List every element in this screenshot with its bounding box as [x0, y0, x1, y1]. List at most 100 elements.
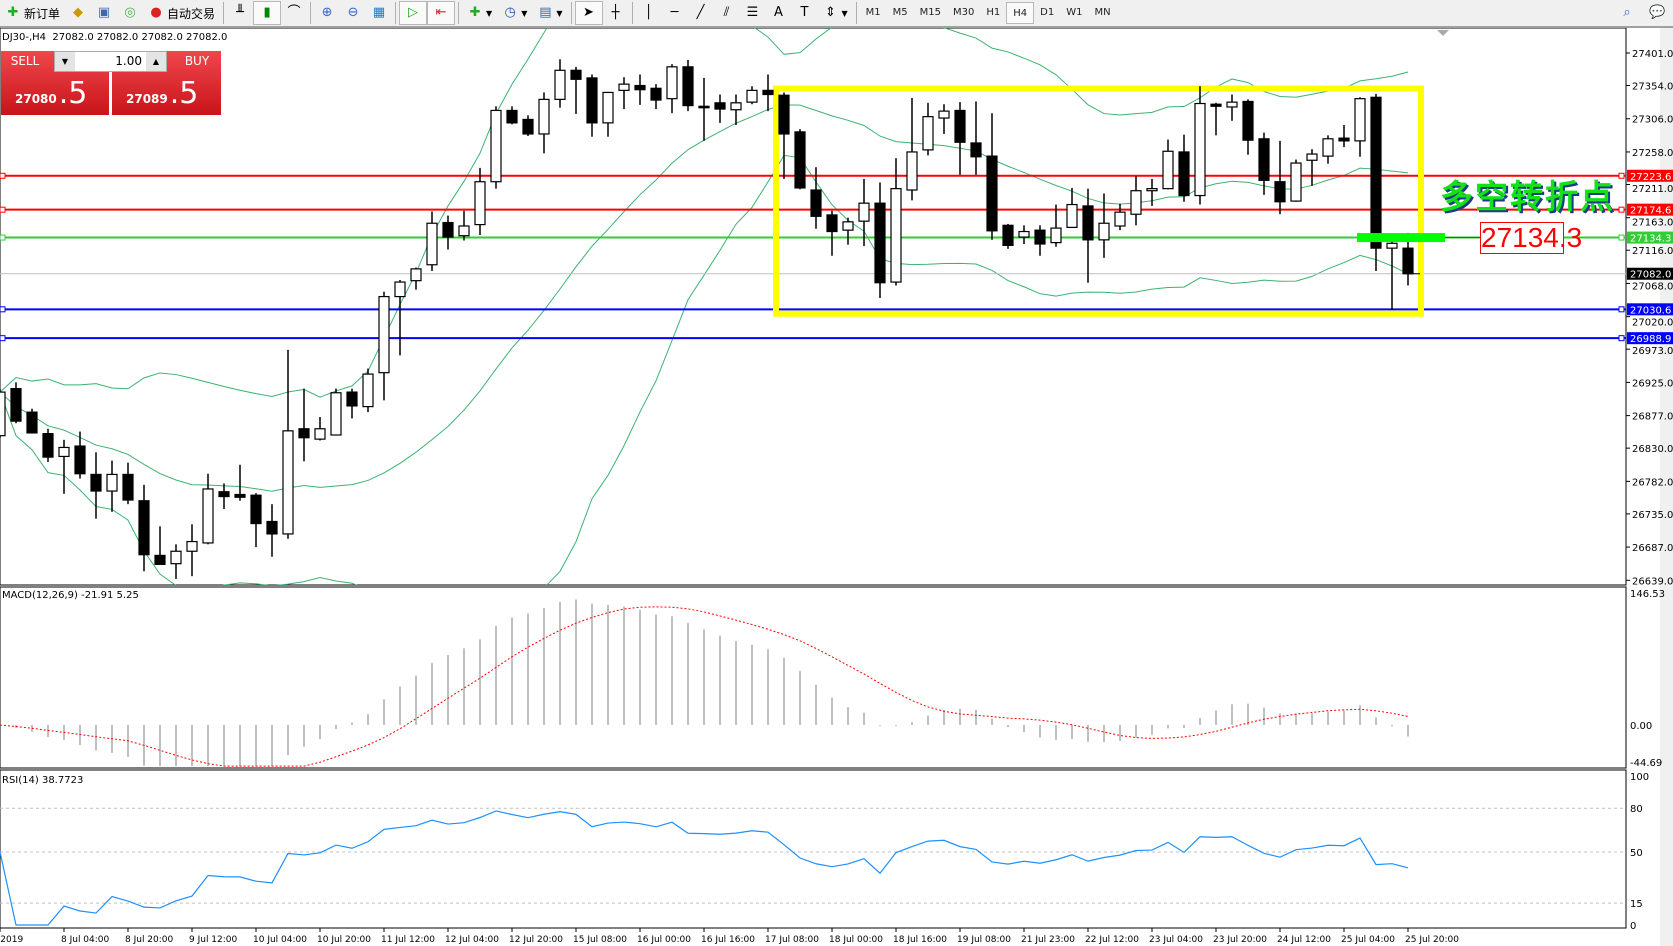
- indicators-button[interactable]: ✚ ▼: [462, 1, 497, 25]
- candle-body: [746, 89, 758, 103]
- candle-body: [810, 189, 822, 217]
- candle-body: [1034, 229, 1046, 245]
- line-anchor-handle: [1618, 335, 1625, 342]
- x-tick-label: 8 Jul 04:00: [61, 935, 110, 945]
- candle-body: [1210, 103, 1222, 107]
- annotation-text: 多空转折点: [1440, 177, 1615, 216]
- auto-scroll-icon: ▷: [408, 5, 419, 20]
- chart-area[interactable]: 27223.6 27174.6 27134.3 27082.0 27030.6 26988…: [0, 28, 1673, 946]
- line-anchor-handle: [0, 172, 6, 179]
- candle-body: [618, 83, 630, 91]
- chevron-down-icon: ▼: [841, 8, 848, 18]
- metaeditor-button[interactable]: ◆: [65, 1, 91, 25]
- x-tick-label: 10 Jul 20:00: [317, 935, 371, 945]
- line-anchor-handle: [0, 335, 6, 342]
- candle-body: [458, 225, 470, 237]
- timeframe-m15[interactable]: M15: [919, 7, 942, 18]
- timeframe-mn[interactable]: MN: [1094, 7, 1111, 18]
- candle-body: [1258, 138, 1270, 181]
- price-line-label: 27223.6: [1630, 172, 1671, 183]
- candle-body: [378, 295, 390, 374]
- timeframe-h4[interactable]: H4: [1006, 2, 1035, 24]
- price-line-label-bg: [1627, 169, 1673, 182]
- signals-button[interactable]: ◎: [117, 1, 143, 25]
- timeframe-m1[interactable]: M1: [865, 7, 881, 18]
- line-anchor-handle: [0, 234, 6, 241]
- line-anchor-handle: [1618, 206, 1625, 213]
- templates-button[interactable]: ▤ ▼: [532, 1, 567, 25]
- auto-scroll-button[interactable]: ▷: [399, 1, 428, 25]
- macd-signal-line: [0, 606, 1409, 767]
- timeframe-w1[interactable]: W1: [1066, 7, 1083, 18]
- candle-body: [1098, 222, 1110, 241]
- candle-body: [1050, 227, 1062, 244]
- zoom-out-icon: ⊖: [347, 5, 359, 20]
- candle-body: [490, 109, 502, 183]
- line-chart-button[interactable]: ⌒: [281, 1, 307, 25]
- candle-body: [874, 202, 886, 284]
- price-line-label: 27082.0: [1630, 270, 1671, 281]
- candle-body: [714, 102, 726, 110]
- fibonacci-tool[interactable]: ☰: [740, 1, 766, 25]
- candle-body: [522, 118, 534, 135]
- cursor-tool[interactable]: ➤: [574, 1, 603, 25]
- separator: [458, 2, 460, 24]
- tile-windows-button[interactable]: ▦: [366, 1, 392, 25]
- candle-body: [346, 391, 358, 407]
- vertical-line-tool[interactable]: │: [636, 1, 662, 25]
- trendline-tool[interactable]: ╱: [688, 1, 714, 25]
- candle-body: [218, 491, 230, 498]
- horizontal-line-tool[interactable]: ─: [662, 1, 688, 25]
- zoom-in-button[interactable]: ⊕: [314, 1, 340, 25]
- timeframe-d1[interactable]: D1: [1040, 7, 1055, 18]
- candle-body: [394, 281, 406, 298]
- x-tick-label: 12 Jul 04:00: [445, 935, 499, 945]
- candlestick-button[interactable]: ▮: [253, 1, 282, 25]
- auto-trading-button[interactable]: ● 自动交易: [143, 1, 220, 25]
- decrease-lot-button[interactable]: ▼: [55, 52, 75, 71]
- x-tick-label: 25 Jul 04:00: [1341, 935, 1395, 945]
- zoom-out-button[interactable]: ⊖: [340, 1, 366, 25]
- trendline-icon: ╱: [696, 5, 705, 20]
- increase-lot-button[interactable]: ▲: [146, 52, 166, 71]
- timeframe-m30[interactable]: M30: [953, 7, 975, 18]
- chart-shift-button[interactable]: ⇤: [427, 1, 456, 25]
- channel-tool[interactable]: ⫽: [714, 1, 740, 25]
- text-tool[interactable]: A: [766, 1, 792, 25]
- text-label-icon: T: [800, 5, 809, 20]
- chat-icon[interactable]: 💬: [1649, 5, 1666, 20]
- timeframe-m5[interactable]: M5: [892, 7, 908, 18]
- arrows-icon: ⇕: [825, 5, 836, 20]
- bar-chart-button[interactable]: ╨: [227, 1, 253, 25]
- y-tick-label: 26973.0: [1632, 346, 1673, 357]
- x-tick-label: 5 Jul 2019: [0, 935, 23, 945]
- macd-label: MACD(12,26,9) -21.91 5.25: [2, 590, 139, 601]
- timeframe-h1[interactable]: H1: [986, 7, 1001, 18]
- candle-body: [298, 428, 310, 439]
- macd-axis-label: -44.69: [1630, 758, 1662, 769]
- label-tool[interactable]: T: [792, 1, 818, 25]
- price-plot: [0, 28, 1626, 585]
- candle-body: [74, 445, 86, 475]
- candle-body: [362, 373, 374, 408]
- terminal-button[interactable]: ▣: [91, 1, 117, 25]
- y-tick-label: 26687.0: [1632, 543, 1673, 554]
- y-tick-label: 27116.0: [1632, 246, 1673, 257]
- candlestick-icon: ▮: [263, 5, 271, 20]
- search-icon[interactable]: ⌕: [1623, 5, 1631, 20]
- chevron-down-icon: ▼: [556, 8, 563, 18]
- new-order-button[interactable]: ✚ 新订单: [0, 1, 65, 25]
- x-tick-label: 18 Jul 00:00: [829, 935, 883, 945]
- crosshair-tool[interactable]: ┼: [603, 1, 629, 25]
- sell-price: 27080.5: [15, 76, 88, 111]
- candle-body: [122, 473, 134, 501]
- candle-body: [1274, 181, 1286, 203]
- rsi-axis-label: 0: [1630, 921, 1636, 932]
- arrows-tool[interactable]: ⇕ ▼: [818, 1, 853, 25]
- y-tick-label: 26639.0: [1632, 576, 1673, 587]
- main-panel-frame: [0, 28, 1627, 586]
- periods-button[interactable]: ◷ ▼: [497, 1, 532, 25]
- lot-size-input[interactable]: ▼ 1.00 ▲: [54, 51, 167, 72]
- price-line-label: 26988.9: [1630, 334, 1671, 345]
- candle-body: [1018, 230, 1030, 238]
